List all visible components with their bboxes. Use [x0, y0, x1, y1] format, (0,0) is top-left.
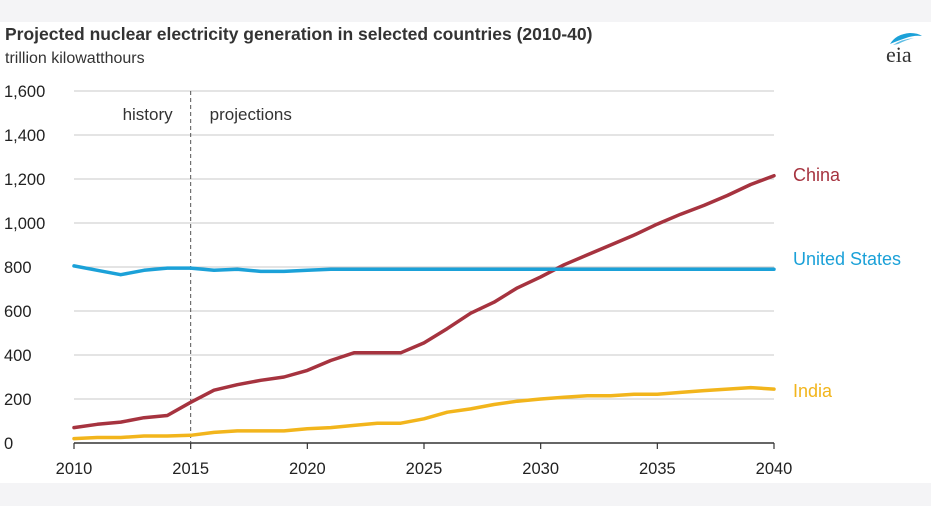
x-tick-label: 2010 — [56, 460, 93, 478]
chart-subtitle: trillion kilowatthours — [5, 50, 145, 67]
x-tick-label: 2025 — [406, 460, 443, 478]
x-tick-label: 2040 — [756, 460, 793, 478]
series-label-china: China — [793, 165, 841, 185]
y-tick-label: 1,400 — [4, 127, 45, 145]
x-tick-label: 2020 — [289, 460, 326, 478]
y-tick-label: 400 — [4, 347, 32, 365]
y-tick-label: 1,600 — [4, 83, 45, 101]
series-label-india: India — [793, 381, 833, 401]
x-tick-label: 2035 — [639, 460, 676, 478]
bottom-band — [0, 483, 931, 506]
logo-text: eia — [886, 42, 912, 66]
series-label-united-states: United States — [793, 249, 901, 269]
x-tick-label: 2030 — [522, 460, 559, 478]
projections-label: projections — [210, 105, 292, 124]
series-line-india — [72, 385, 776, 441]
gridlines — [74, 90, 774, 400]
history-label: history — [123, 105, 174, 124]
y-tick-label: 600 — [4, 303, 32, 321]
y-axis-ticks: 0 200 400 600 800 1,000 1,200 1,400 1,600 — [4, 83, 45, 453]
eia-logo-icon: eia — [886, 33, 922, 66]
y-tick-label: 200 — [4, 391, 32, 409]
x-tick-label: 2015 — [172, 460, 209, 478]
series-lines — [72, 173, 776, 441]
y-tick-label: 1,200 — [4, 171, 45, 189]
top-band — [0, 0, 931, 22]
y-tick-label: 800 — [4, 259, 32, 277]
series-labels: China United States India — [793, 165, 901, 401]
x-axis-ticks: 2010 2015 2020 2025 2030 2035 2040 — [56, 442, 793, 478]
series-line-china — [72, 173, 776, 430]
series-line-united-states — [72, 264, 776, 277]
chart-title: Projected nuclear electricity generation… — [5, 24, 593, 44]
y-tick-label: 1,000 — [4, 215, 45, 233]
y-tick-label: 0 — [4, 435, 13, 453]
